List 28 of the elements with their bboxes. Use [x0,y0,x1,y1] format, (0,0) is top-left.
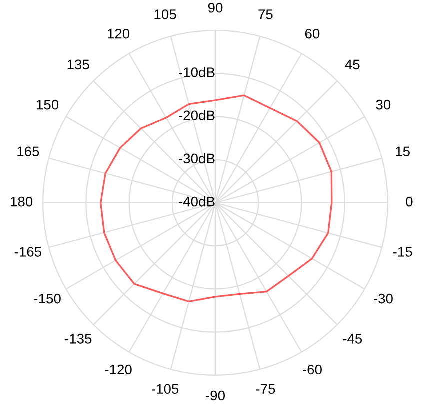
spoke-label: 120 [108,28,130,39]
y-tick-label: -40dB [179,196,215,207]
spoke-label: -15 [393,247,412,257]
spoke-label: -75 [256,384,276,394]
spoke-label: 105 [154,10,176,20]
spoke-label: 150 [37,100,59,110]
spoke-label: -135 [65,334,92,344]
spoke-label: 45 [345,60,360,70]
spoke-label: 135 [68,60,90,70]
spoke-label: 90 [208,2,223,13]
y-tick-label: -10dB [179,67,215,78]
spoke-label: -45 [343,334,362,344]
spoke-label: -150 [34,294,61,304]
spoke-label: -105 [152,384,179,394]
spoke-label: 0 [406,196,413,207]
spoke-label: 180 [11,196,33,207]
spoke-label: -60 [303,364,322,375]
y-tick-label: -20dB [179,110,215,121]
y-tick-label: -30dB [179,153,215,164]
spoke-label: -165 [14,247,42,257]
spoke-label: 15 [396,146,410,157]
spoke-label: -120 [105,364,132,375]
spoke-label: -90 [206,390,225,401]
spoke-label: 75 [258,10,273,20]
spoke-label: 165 [18,146,40,157]
spoke-label: -30 [374,294,393,304]
spoke-label: 60 [305,28,320,39]
spoke-label: 30 [376,100,391,110]
